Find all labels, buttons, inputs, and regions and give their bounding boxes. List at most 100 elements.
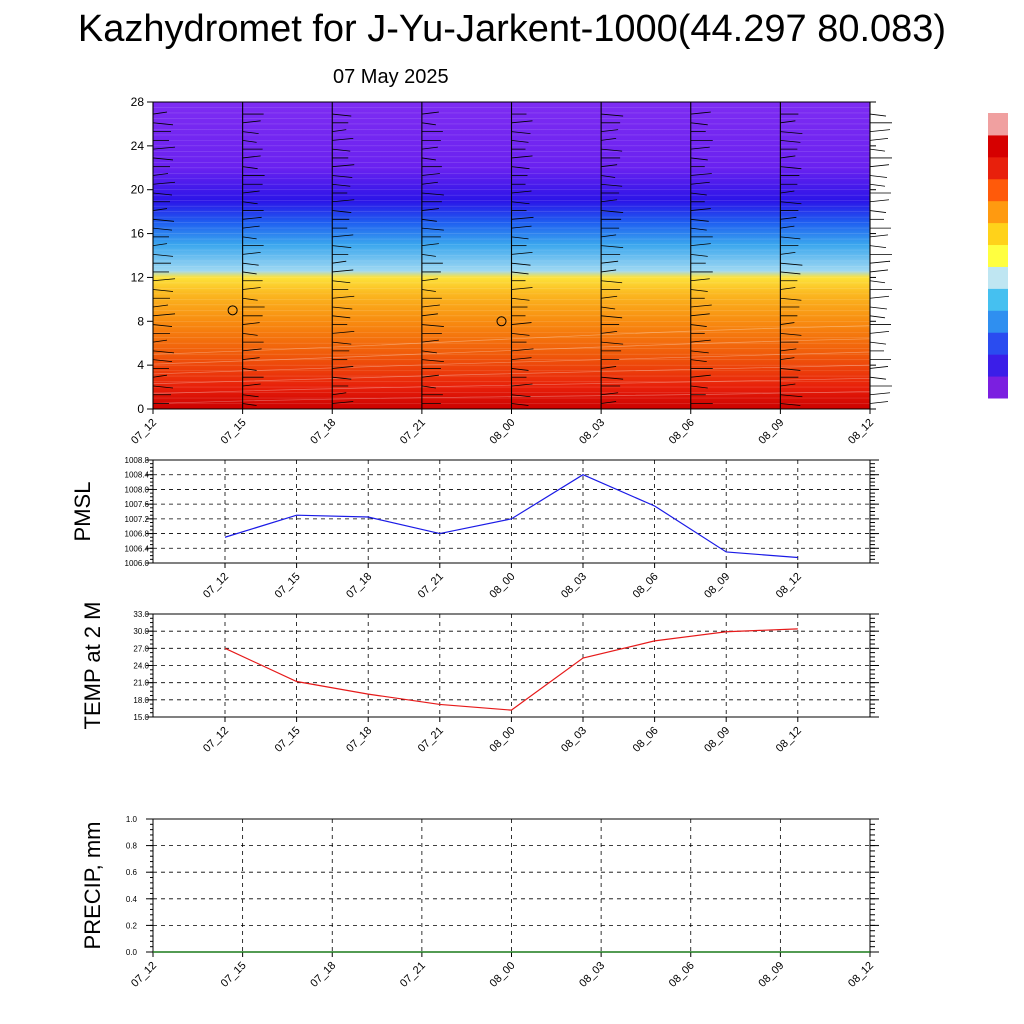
- wind-barb: [690, 254, 708, 257]
- wind-barb: [601, 234, 617, 238]
- wind-barb: [869, 315, 886, 319]
- y-tick-label: 30.0: [133, 627, 149, 636]
- y-tick-label: 0.8: [126, 842, 138, 851]
- page-title: Kazhydromet for J-Yu-Jarkent-1000(44.297…: [77, 8, 947, 50]
- y-tick-label: 1008.0: [125, 485, 150, 494]
- wind-barb: [601, 295, 618, 299]
- calm-wind-marker: [496, 316, 507, 327]
- wind-barb: [780, 166, 802, 170]
- y-axis-label: PMSL: [70, 482, 95, 542]
- wind-barb: [601, 306, 616, 310]
- wind-barb: [869, 137, 889, 141]
- wind-barb: [780, 201, 802, 205]
- wind-barb: [690, 208, 711, 211]
- wind-barb: [511, 332, 530, 336]
- x-tick-label: 08_06: [667, 960, 697, 990]
- colorbar-swatch: [988, 178, 1008, 202]
- wind-barb: [869, 234, 889, 238]
- wind-barb: [869, 341, 887, 345]
- wind-barb: [242, 403, 257, 406]
- y-tick-label: 0.4: [126, 895, 138, 904]
- wind-barb: [152, 208, 168, 211]
- wind-barb: [690, 192, 707, 196]
- x-tick-label: 08_00: [487, 571, 517, 601]
- pmsl-panel: 1006.0 1006.4 1006.8 1007.2 1007.6 1008.0 1008…: [70, 456, 879, 601]
- wind-barb: [601, 137, 617, 141]
- wind-barb: [152, 339, 168, 343]
- wind-barb: [332, 315, 351, 319]
- wind-barb: [511, 131, 531, 135]
- y-tick-label: 16: [131, 227, 145, 241]
- wind-barb: [242, 357, 260, 361]
- wind-barb: [242, 190, 260, 194]
- wind-barb: [421, 111, 439, 115]
- wind-barb: [242, 262, 259, 266]
- x-tick-label: 07_21: [398, 417, 428, 447]
- x-tick-label: 08_06: [631, 725, 661, 755]
- y-axis-label: TEMP at 2 M: [80, 602, 105, 730]
- wind-barb: [780, 297, 802, 301]
- wind-barb: [421, 227, 444, 231]
- wind-barb: [421, 192, 444, 196]
- wind-barb: [869, 376, 887, 380]
- wind-barb: [780, 271, 801, 275]
- wind-barb: [601, 183, 623, 187]
- wind-barb: [242, 271, 257, 275]
- wind-barb: [601, 245, 624, 249]
- wind-barb: [242, 332, 258, 336]
- contour-line: [152, 364, 871, 385]
- x-tick-label: 07_15: [273, 571, 303, 601]
- x-tick-label: 08_12: [774, 725, 804, 755]
- wind-barb: [780, 225, 795, 229]
- wind-barb: [511, 262, 531, 266]
- wind-barb: [869, 269, 889, 273]
- wind-barb: [421, 278, 438, 282]
- cross-section-panel: 0 4 8 12 16 20 24 28 07_12 07_15 07_18 07_21 08_00 08…: [129, 95, 892, 447]
- wind-barb: [152, 289, 174, 292]
- wind-barb: [242, 348, 262, 352]
- wind-barb: [511, 166, 530, 170]
- wind-barb: [511, 139, 529, 143]
- wind-barb: [152, 122, 174, 126]
- wind-barb: [601, 366, 617, 369]
- colorbar-swatch: [988, 244, 1008, 267]
- wind-barb: [332, 129, 347, 132]
- wind-barb: [869, 183, 886, 187]
- wind-barb: [421, 289, 436, 292]
- y-tick-label: 24: [131, 139, 145, 153]
- wind-barb: [690, 339, 711, 343]
- wind-barb: [152, 359, 173, 363]
- wind-barb: [152, 243, 168, 247]
- wind-barb: [511, 368, 529, 371]
- wind-barb: [511, 225, 532, 229]
- wind-barb: [152, 304, 169, 308]
- wind-barb: [242, 201, 258, 205]
- y-tick-label: 12: [131, 270, 145, 284]
- wind-barb: [332, 376, 352, 380]
- wind-barb: [690, 304, 712, 308]
- wind-barb: [242, 166, 258, 170]
- x-tick-label: 07_18: [344, 571, 374, 601]
- wind-barb: [152, 111, 168, 115]
- wind-barb: [601, 401, 617, 404]
- wind-barb: [690, 181, 710, 185]
- wind-barb: [780, 139, 801, 143]
- wind-barb: [511, 403, 529, 406]
- wind-barb: [421, 324, 444, 327]
- wind-barb: [780, 131, 803, 135]
- colorbar-swatch: [988, 354, 1008, 377]
- y-axis-label: PRECIP, mm: [80, 822, 105, 950]
- contour-line: [152, 377, 871, 394]
- colorbar-swatch: [988, 156, 1008, 180]
- wind-barb: [332, 280, 351, 284]
- y-tick-label: 0: [137, 402, 144, 416]
- x-tick-label: 08_09: [756, 417, 786, 447]
- colorbar-swatch: [988, 134, 1008, 158]
- wind-barb: [421, 304, 440, 308]
- y-tick-label: 27.0: [133, 644, 149, 653]
- x-tick-label: 08_00: [488, 417, 518, 447]
- wind-barb: [152, 157, 174, 161]
- x-tick-label: 07_12: [201, 571, 231, 601]
- wind-barb: [780, 322, 795, 325]
- y-tick-label: 18.0: [133, 696, 149, 705]
